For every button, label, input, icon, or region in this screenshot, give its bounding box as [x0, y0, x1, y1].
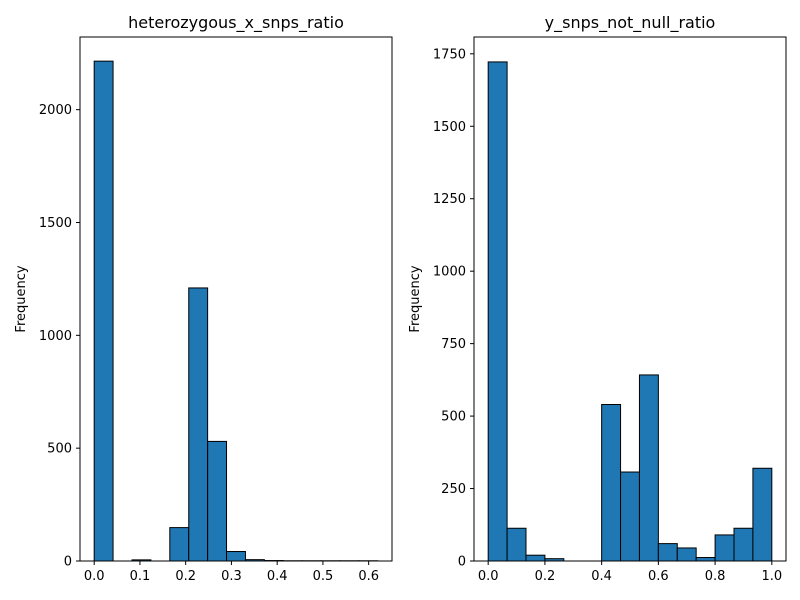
y-axis-label: Frequency [14, 265, 29, 332]
histogram-bar [638, 374, 659, 562]
x-tick-label: 0.2 [535, 569, 556, 584]
x-tick-label: 0.6 [358, 569, 379, 584]
x-tick-label: 0.4 [267, 569, 288, 584]
histogram-bar [733, 527, 754, 562]
histogram-bar [506, 527, 527, 562]
y-tick-label: 500 [47, 442, 72, 457]
histogram-bar [169, 527, 190, 562]
y-tick-label: 1500 [433, 120, 466, 135]
x-tick-label: 0.5 [313, 569, 334, 584]
y-tick-label: 1250 [433, 192, 466, 207]
x-tick-label: 0.2 [175, 569, 196, 584]
histogram-bar [188, 287, 209, 562]
histogram-bar [676, 547, 697, 562]
y-tick-label: 1000 [39, 329, 72, 344]
histogram-bar [207, 440, 228, 562]
chart-panel-2: y_snps_not_null_ratio 0.0 0.2 0.4 0.6 0.8 1.0 0… [408, 13, 787, 584]
histogram-bar [93, 60, 114, 562]
x-tick-label: 0.0 [478, 569, 499, 584]
chart-panel-1: heterozygous_x_snps_ratio 0.0 0.1 0.2 0.3 0.4… [14, 13, 393, 584]
x-tick-label: 0.8 [705, 569, 726, 584]
y-tick-label: 1750 [433, 47, 466, 62]
x-tick-label: 0.6 [648, 569, 669, 584]
y-tick-label: 0 [458, 555, 466, 570]
histogram-bar [714, 534, 735, 562]
histogram-bar [752, 467, 773, 562]
y-tick-label: 250 [441, 482, 466, 497]
histogram-bar [487, 61, 508, 562]
histogram-bar [695, 557, 716, 562]
x-tick-label: 0.4 [591, 569, 612, 584]
histogram-bar [601, 404, 622, 562]
chart-title: y_snps_not_null_ratio [545, 13, 716, 33]
y-axis-label: Frequency [408, 265, 423, 332]
axes-frame [473, 36, 787, 562]
histogram-bar [620, 471, 640, 562]
x-tick-label: 0.3 [221, 569, 242, 584]
x-tick-label: 0.0 [84, 569, 105, 584]
y-tick-label: 0 [64, 555, 72, 570]
y-tick-label: 2000 [39, 103, 72, 118]
y-tick-label: 500 [441, 410, 466, 425]
y-tick-label: 750 [441, 337, 466, 352]
axes-frame [79, 36, 393, 562]
histogram-bar [525, 554, 546, 562]
x-tick-label: 0.1 [130, 569, 151, 584]
y-tick-label: 1000 [433, 265, 466, 280]
y-tick-label: 1500 [39, 216, 72, 231]
histogram-bar [226, 551, 246, 562]
histogram-bar [657, 543, 678, 562]
chart-title: heterozygous_x_snps_ratio [128, 13, 344, 33]
x-tick-label: 1.0 [761, 569, 782, 584]
